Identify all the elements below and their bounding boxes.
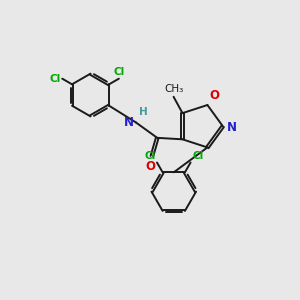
Text: Cl: Cl <box>114 67 125 77</box>
Text: CH₃: CH₃ <box>164 84 183 94</box>
Text: H: H <box>139 107 148 117</box>
Text: N: N <box>124 116 134 129</box>
Text: Cl: Cl <box>192 151 203 161</box>
Text: O: O <box>146 160 155 173</box>
Text: Cl: Cl <box>144 151 155 161</box>
Text: O: O <box>210 89 220 102</box>
Text: Cl: Cl <box>49 74 61 84</box>
Text: N: N <box>226 121 236 134</box>
